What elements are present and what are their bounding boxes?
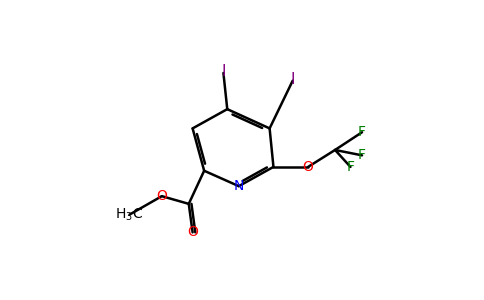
Text: O: O	[156, 189, 167, 203]
Text: I: I	[221, 64, 226, 79]
Text: H$_3$C: H$_3$C	[115, 206, 144, 223]
Text: F: F	[358, 125, 366, 139]
Text: I: I	[290, 72, 295, 87]
Text: N: N	[234, 179, 244, 193]
Text: F: F	[347, 160, 354, 174]
Text: O: O	[302, 160, 314, 174]
Text: F: F	[358, 148, 366, 162]
Text: O: O	[187, 225, 198, 239]
